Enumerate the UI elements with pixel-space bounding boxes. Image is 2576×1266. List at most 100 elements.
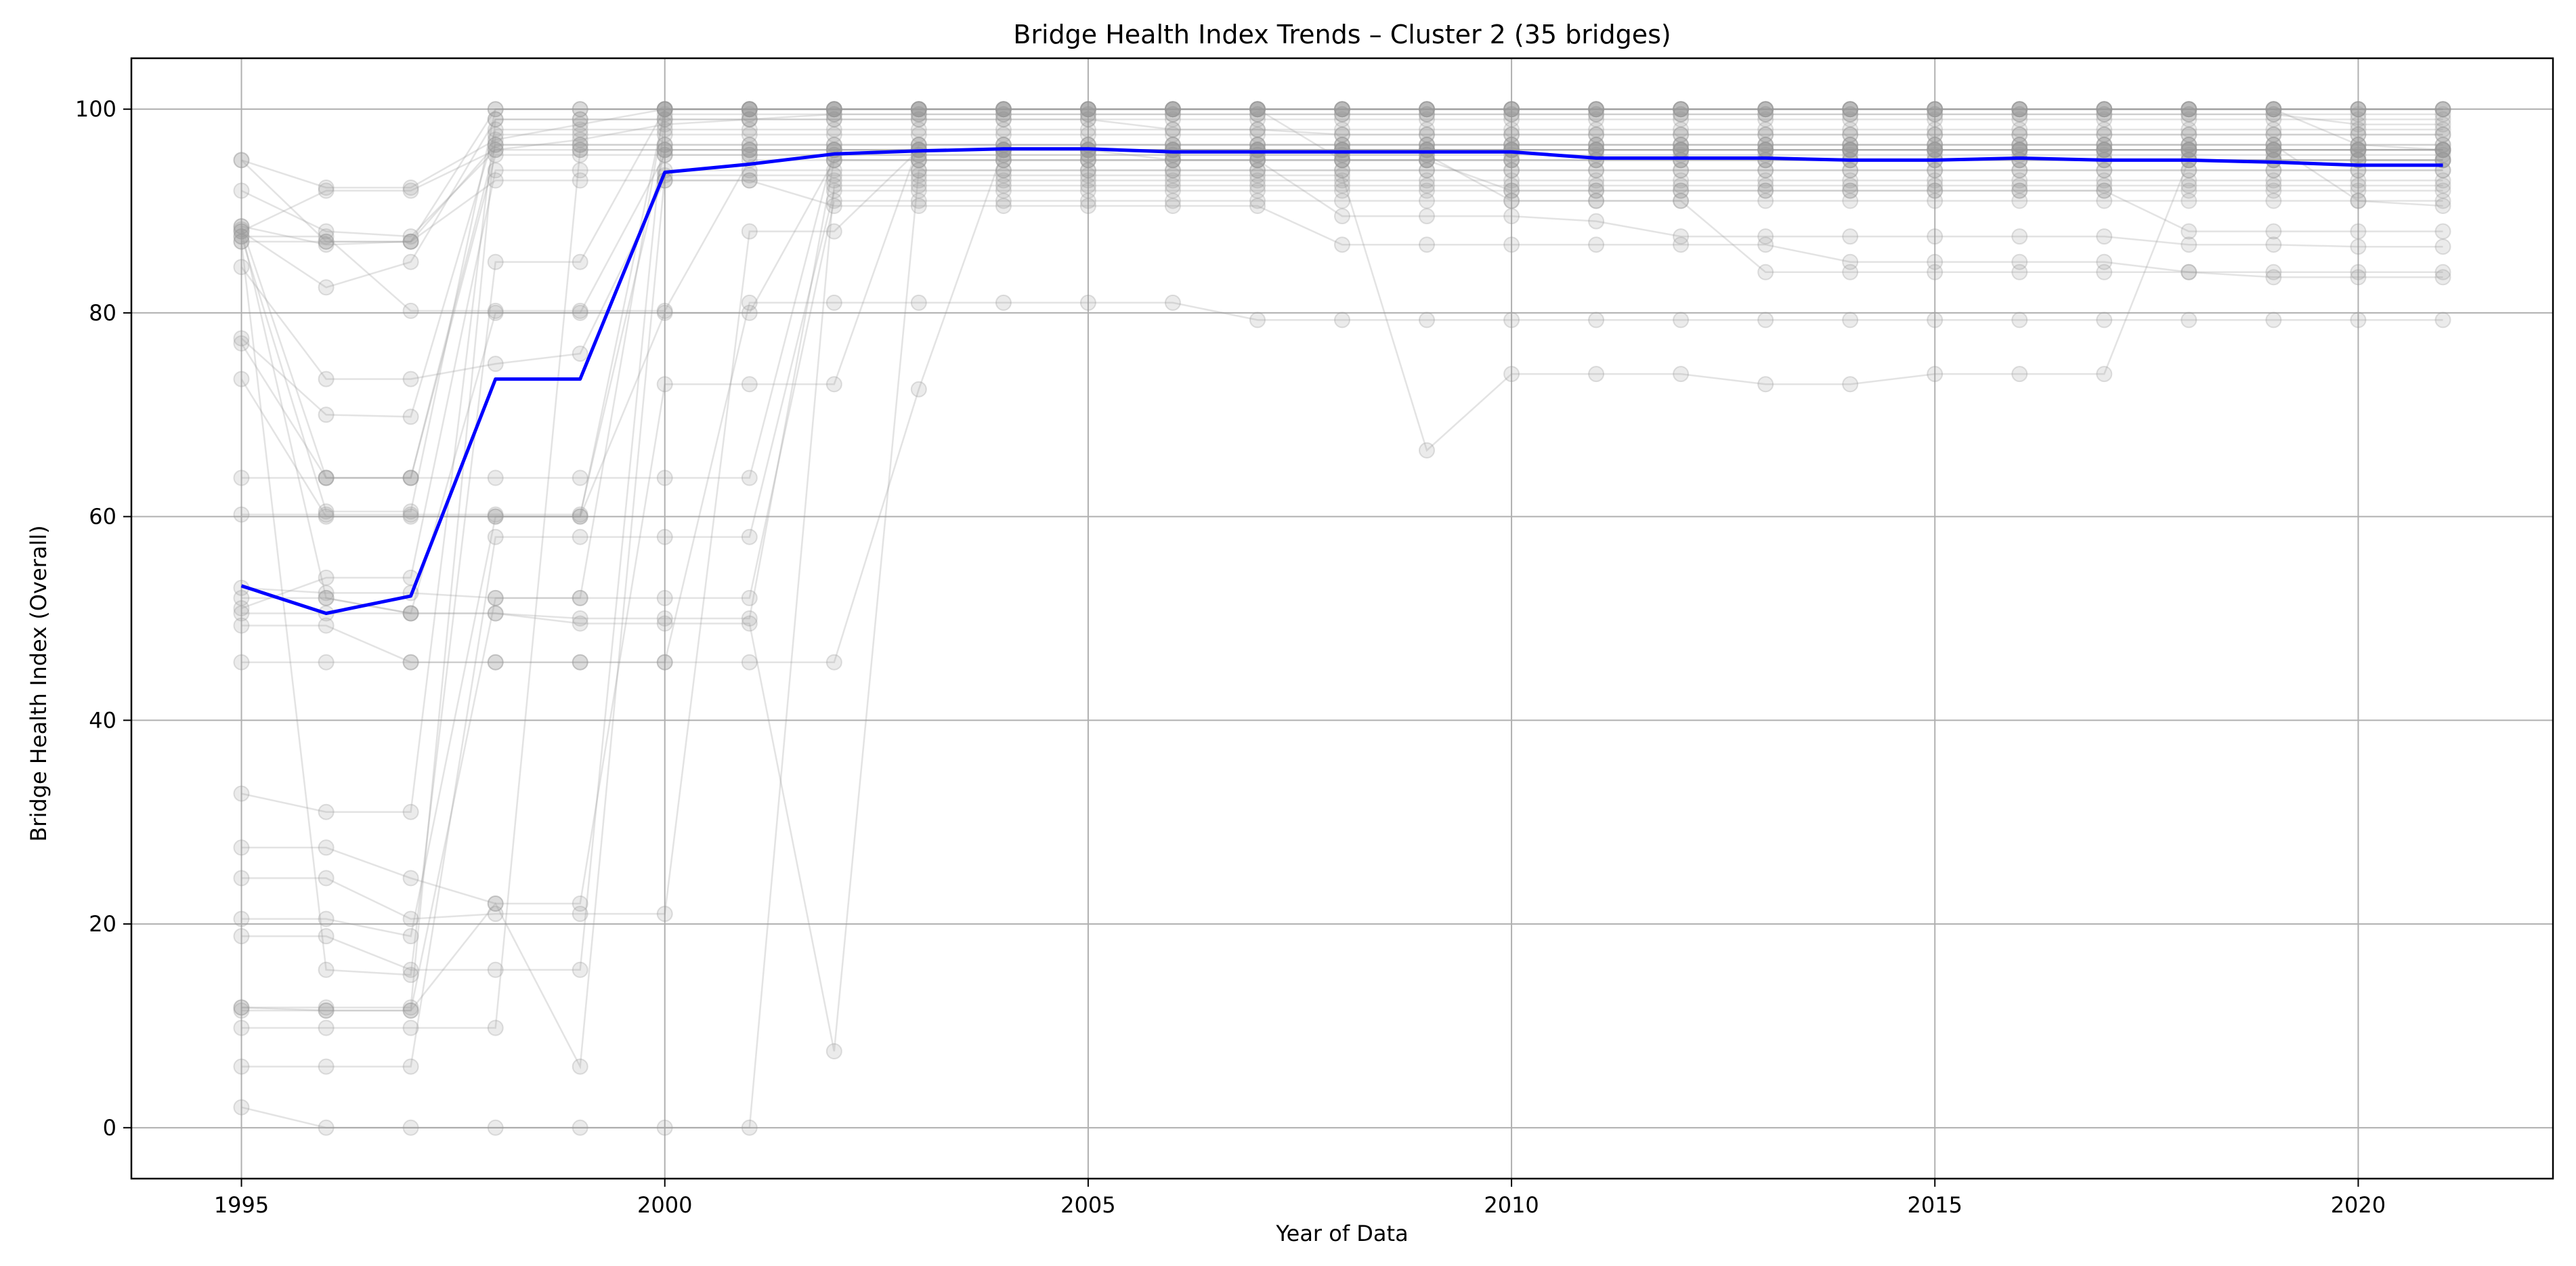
bridge-data-point [1249, 101, 1266, 118]
bridge-data-point [825, 654, 842, 671]
bridge-data-point [1927, 101, 1944, 118]
bridge-data-point [487, 506, 504, 523]
bridge-data-point [1588, 172, 1605, 189]
mean-series [240, 147, 2443, 615]
bridge-series [233, 172, 2451, 280]
bridge-data-point [1927, 111, 1944, 128]
bridge-data-point [233, 617, 250, 634]
bridge-data-point [825, 1043, 842, 1059]
bridge-data-point [741, 376, 758, 393]
bridge-data-point [1842, 126, 1859, 143]
bridge-data-point [487, 654, 504, 671]
bridge-data-point [995, 294, 1012, 311]
bridge-data-point [825, 182, 842, 199]
bridge-series-line [240, 144, 2443, 242]
bridge-data-point [1757, 162, 1774, 179]
bridge-series-line [241, 118, 2443, 813]
bridge-data-point [1164, 162, 1181, 179]
bridge-series [233, 126, 2451, 1016]
bridge-data-point [487, 136, 504, 153]
bridge-data-point [1164, 192, 1181, 209]
bridge-data-point [2181, 106, 2197, 123]
bridge-series-line [240, 118, 2443, 289]
bridge-data-point [1757, 172, 1774, 189]
y-tick-label: 60 [89, 504, 116, 530]
bridge-series-line [241, 144, 2443, 479]
bridge-data-point [1842, 136, 1859, 153]
y-tick-label: 20 [89, 911, 116, 937]
bridge-data-point [1334, 101, 1350, 118]
bridge-data-point [2096, 172, 2113, 189]
bridge-data-point [1927, 182, 1944, 199]
bridge-data-point [741, 146, 758, 163]
bridge-data-point [2181, 126, 2197, 143]
bridge-data-point [656, 101, 673, 118]
bridge-data-point [1673, 111, 1690, 128]
bridge-data-point [2181, 136, 2197, 153]
bridge-data-point [2181, 101, 2197, 118]
bridge-data-point [656, 615, 673, 632]
bridge-data-point [402, 967, 419, 984]
bridge-data-point [2096, 101, 2113, 118]
bridge-data-point [1079, 111, 1096, 128]
bridge-data-point [656, 111, 673, 128]
bridge-data-point [1588, 101, 1605, 118]
bridge-data-point [1588, 152, 1605, 169]
bridge-data-point [1334, 192, 1350, 209]
bridge-data-point [1588, 136, 1605, 153]
bridge-data-point [1334, 136, 1350, 153]
bridge-data-point [1503, 101, 1520, 118]
bridge-data-point [1673, 101, 1690, 118]
chart-title: Bridge Health Index Trends – Cluster 2 (… [1013, 20, 1671, 49]
bridge-data-point [233, 233, 250, 250]
bridge-data-point [2011, 177, 2028, 194]
bridge-data-point [1419, 111, 1435, 128]
bridge-series-line [241, 113, 2443, 971]
bridge-data-point [2096, 101, 2113, 118]
bridge-data-point [741, 172, 758, 189]
bridge-series-line [241, 180, 2443, 274]
bridge-data-point [656, 906, 673, 923]
bridge-data-point [2011, 182, 2028, 199]
bridge-data-point [1673, 101, 1690, 118]
bridge-data-point [741, 111, 758, 128]
bridge-data-point [1249, 162, 1266, 179]
bridge-data-point [572, 506, 588, 523]
bridge-data-point [487, 304, 504, 321]
bridge-data-point [2350, 238, 2367, 255]
bridge-series [233, 142, 2451, 255]
bridge-data-point [656, 610, 673, 627]
bridge-data-point [1419, 126, 1435, 143]
bridge-data-point [402, 503, 419, 520]
bridge-data-point [1927, 366, 1944, 383]
bridge-data-point [910, 177, 927, 194]
bridge-data-point [1588, 111, 1605, 128]
bridge-data-point [402, 870, 419, 887]
bridge-data-point [1503, 162, 1520, 179]
bridge-data-point [1249, 101, 1266, 118]
bridge-data-point [572, 508, 588, 525]
bridge-data-point [2265, 172, 2282, 189]
bridge-data-point [1673, 236, 1690, 253]
bridge-data-point [233, 228, 250, 245]
bridge-data-point [2181, 142, 2197, 159]
bridge-data-point [2096, 121, 2113, 138]
bridge-data-point [2265, 142, 2282, 159]
bridge-data-point [1079, 101, 1096, 118]
bridge-data-point [233, 1058, 250, 1075]
bridge-data-point [572, 146, 588, 163]
bridge-data-point [2434, 142, 2451, 159]
bridge-data-point [318, 928, 335, 945]
bridge-data-point [2181, 136, 2197, 153]
bridge-data-point [318, 569, 335, 586]
bridge-data-point [2096, 142, 2113, 159]
bridge-data-point [910, 294, 927, 311]
bridge-data-point [1842, 142, 1859, 159]
bridge-data-point [2350, 192, 2367, 209]
bridge-data-point [1588, 121, 1605, 138]
bridge-data-point [2434, 142, 2451, 159]
bridge-series [233, 162, 2451, 1059]
bridge-data-point [487, 589, 504, 606]
bridge-data-point [2265, 126, 2282, 143]
bridge-data-point [1503, 121, 1520, 138]
